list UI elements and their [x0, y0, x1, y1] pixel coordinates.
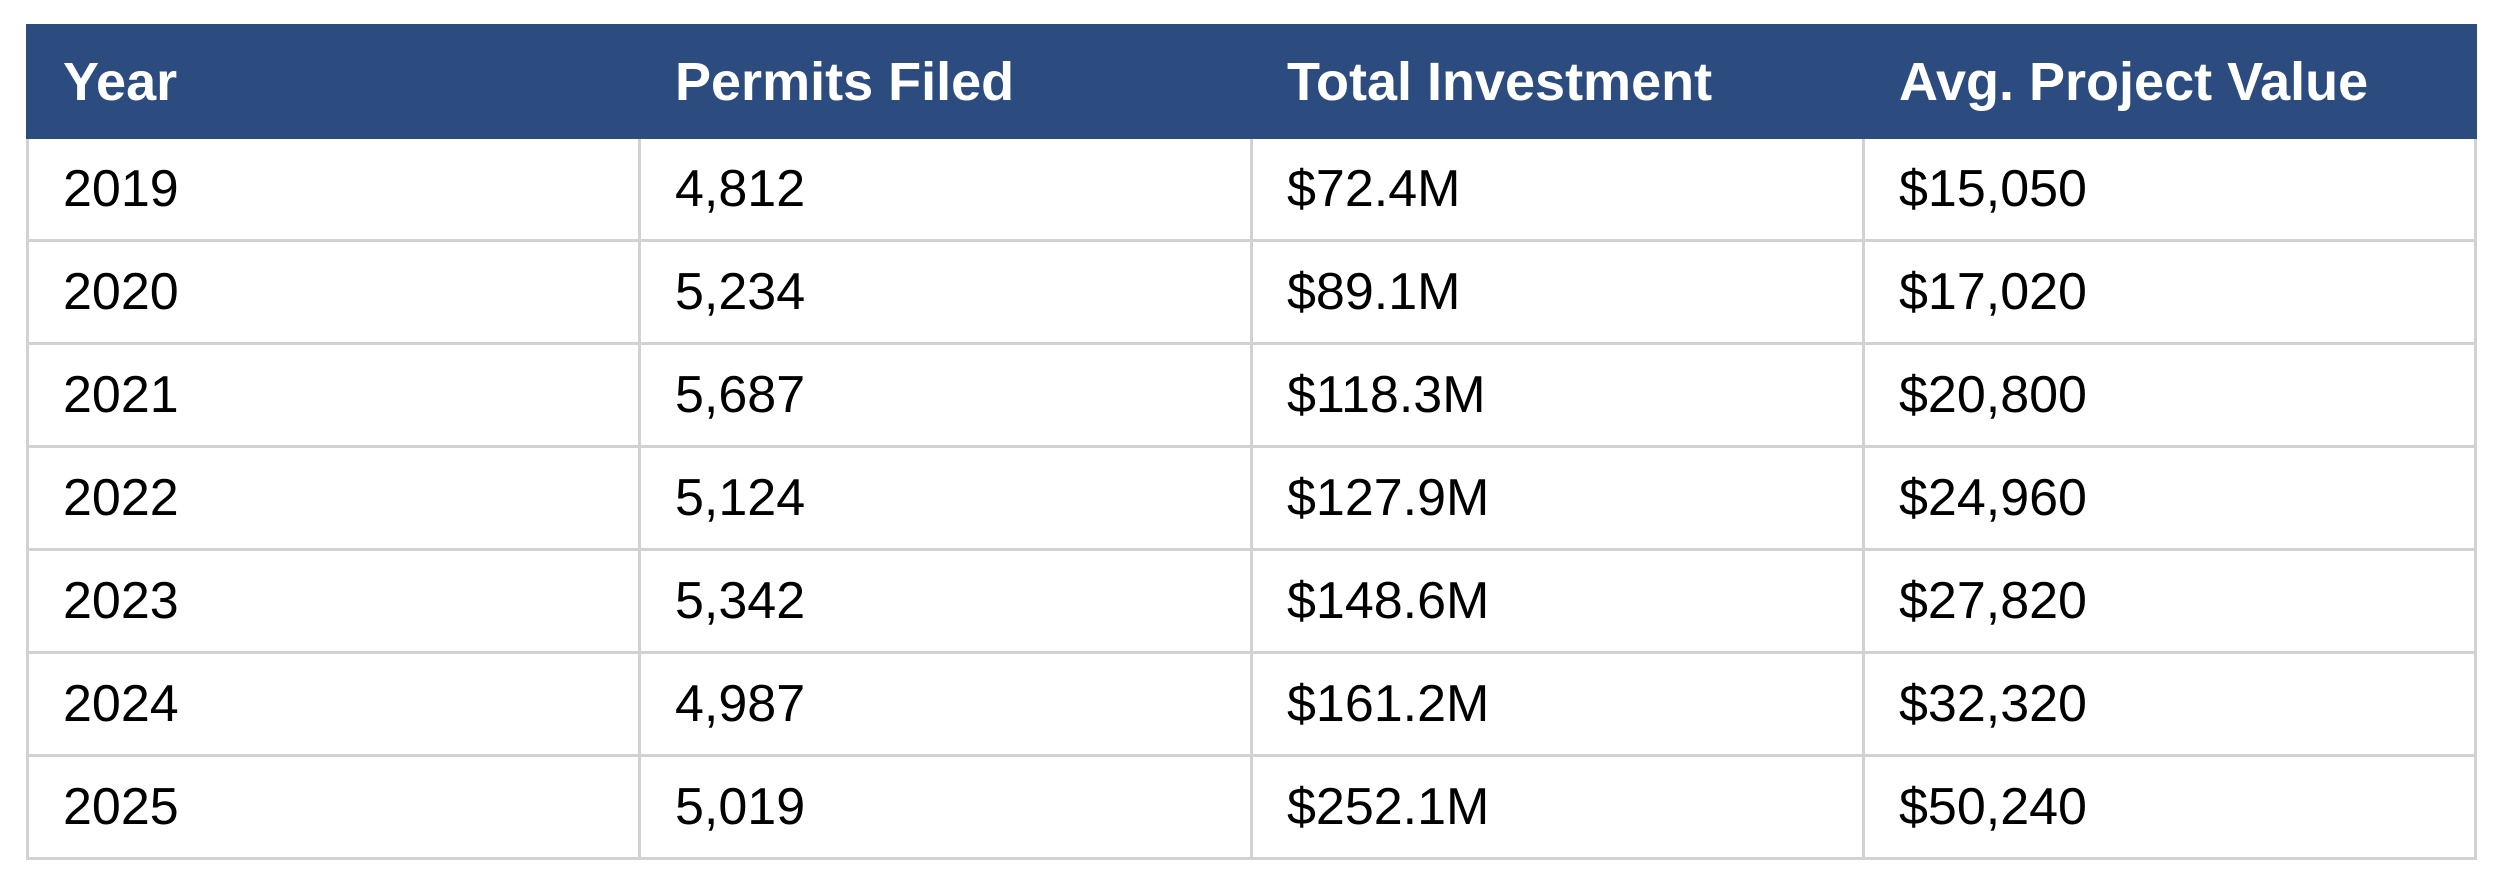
cell-year: 2019: [26, 136, 641, 242]
cell-year: 2025: [26, 754, 641, 860]
column-header-avg-project-value: Avg. Project Value: [1862, 24, 2477, 139]
table-row: 2025 5,019 $252.1M $50,240: [26, 754, 2477, 860]
cell-total-investment: $161.2M: [1250, 651, 1865, 757]
cell-permits-filed: 4,812: [638, 136, 1253, 242]
table-row: 2019 4,812 $72.4M $15,050: [26, 136, 2477, 242]
cell-permits-filed: 5,124: [638, 445, 1253, 551]
cell-permits-filed: 5,019: [638, 754, 1253, 860]
column-header-total-investment: Total Investment: [1250, 24, 1865, 139]
table-header: Year Permits Filed Total Investment Avg.…: [26, 24, 2477, 139]
table-row: 2021 5,687 $118.3M $20,800: [26, 342, 2477, 448]
table-row: 2022 5,124 $127.9M $24,960: [26, 445, 2477, 551]
header-row: Year Permits Filed Total Investment Avg.…: [26, 24, 2477, 139]
cell-permits-filed: 5,687: [638, 342, 1253, 448]
cell-total-investment: $118.3M: [1250, 342, 1865, 448]
cell-permits-filed: 5,234: [638, 239, 1253, 345]
cell-permits-filed: 5,342: [638, 548, 1253, 654]
data-table: Year Permits Filed Total Investment Avg.…: [26, 24, 2477, 860]
cell-total-investment: $127.9M: [1250, 445, 1865, 551]
column-header-permits-filed: Permits Filed: [638, 24, 1253, 139]
cell-avg-project-value: $32,320: [1862, 651, 2477, 757]
cell-avg-project-value: $17,020: [1862, 239, 2477, 345]
cell-total-investment: $72.4M: [1250, 136, 1865, 242]
cell-avg-project-value: $27,820: [1862, 548, 2477, 654]
table-body: 2019 4,812 $72.4M $15,050 2020 5,234 $89…: [26, 136, 2477, 860]
cell-avg-project-value: $15,050: [1862, 136, 2477, 242]
cell-year: 2024: [26, 651, 641, 757]
cell-total-investment: $148.6M: [1250, 548, 1865, 654]
cell-year: 2023: [26, 548, 641, 654]
table-row: 2024 4,987 $161.2M $32,320: [26, 651, 2477, 757]
cell-avg-project-value: $20,800: [1862, 342, 2477, 448]
column-header-year: Year: [26, 24, 641, 139]
data-table-container: Year Permits Filed Total Investment Avg.…: [26, 24, 2477, 860]
cell-year: 2020: [26, 239, 641, 345]
cell-total-investment: $252.1M: [1250, 754, 1865, 860]
cell-permits-filed: 4,987: [638, 651, 1253, 757]
cell-avg-project-value: $24,960: [1862, 445, 2477, 551]
cell-avg-project-value: $50,240: [1862, 754, 2477, 860]
cell-year: 2021: [26, 342, 641, 448]
cell-year: 2022: [26, 445, 641, 551]
table-row: 2023 5,342 $148.6M $27,820: [26, 548, 2477, 654]
cell-total-investment: $89.1M: [1250, 239, 1865, 345]
table-row: 2020 5,234 $89.1M $17,020: [26, 239, 2477, 345]
